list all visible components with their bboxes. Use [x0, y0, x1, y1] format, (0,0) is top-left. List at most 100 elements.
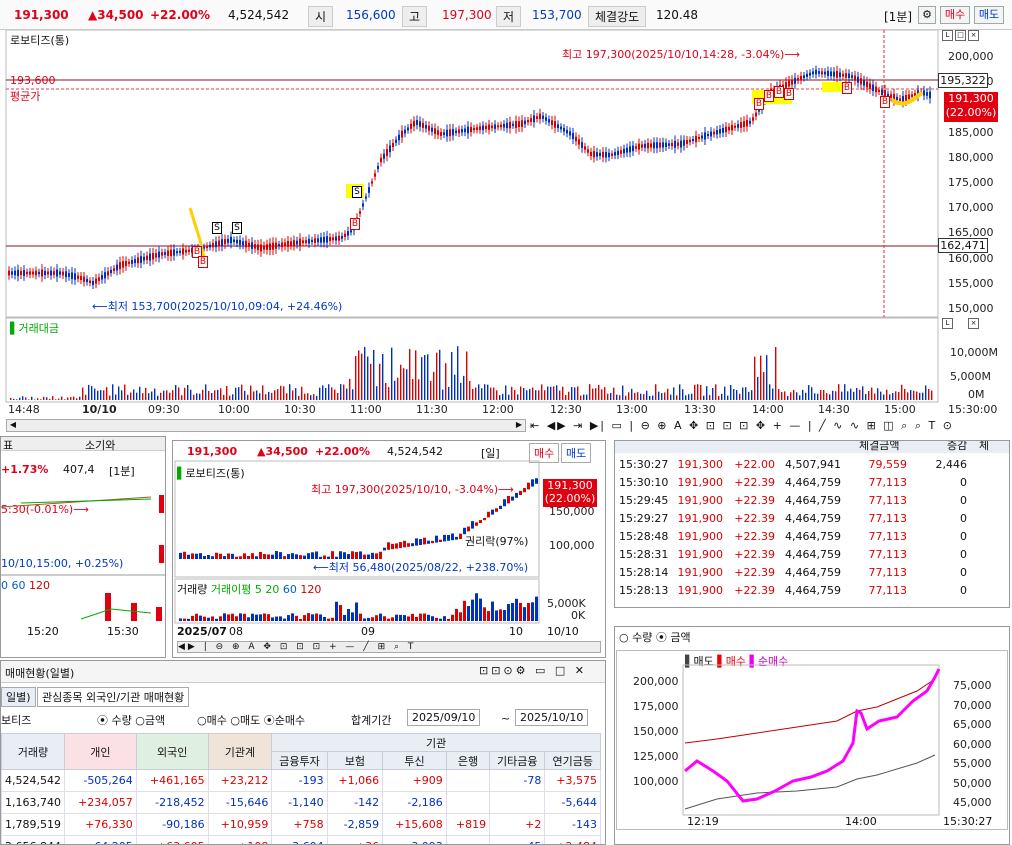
volume-bar [238, 387, 240, 400]
volume-bar [487, 384, 489, 400]
panel-ctrl-icon[interactable]: L [942, 30, 953, 41]
candle-body [209, 244, 211, 248]
daily-sell-button[interactable]: 매도 [561, 443, 592, 463]
investor-row: 1,163,740 +234,057 -218,452 -15,646 -1,140 -1… [1, 791, 601, 814]
daily-vol-bar [195, 613, 198, 621]
candle-body [215, 241, 217, 248]
vol-ctrl-icon[interactable]: L [942, 318, 953, 329]
y-tick: 155,000 [948, 276, 994, 290]
volume-bar [262, 385, 264, 400]
daily-vol-bar [479, 598, 482, 621]
flow-chart-svg [682, 664, 941, 816]
candle-body [677, 142, 679, 146]
volume-bar [343, 384, 345, 400]
main-chart-title: 로보티즈(통) [10, 34, 70, 47]
volume-bar [151, 391, 153, 400]
candle-body [749, 120, 751, 124]
volume-bar [136, 392, 138, 400]
tab-daily[interactable]: 일별) [1, 687, 36, 707]
candle-body [680, 140, 682, 148]
volume-bar [337, 392, 339, 400]
qty-amt-radio[interactable]: ⦿ 수량 ○금액 [97, 714, 166, 727]
volume-bar [580, 395, 582, 400]
daily-vol-bar [267, 614, 270, 621]
vol-close-icon[interactable]: × [968, 318, 979, 329]
panel-max-icon[interactable]: □ [955, 30, 966, 41]
daily-vol-bar [511, 603, 514, 621]
volume-bar [775, 347, 777, 400]
chart-toolbar[interactable]: ⇤ ◀▶ ⇥ ▶| ▭ | ⊖ ⊕ A ✥ ⊡ ⊡ ⊡ ✥ + — | ╱ ∿ … [530, 419, 954, 432]
tick-row: 15:28:14 191,900 +22.39 4,464,759 77,113 0 [619, 565, 967, 579]
flow-radio-group[interactable]: ○ 수량 ⦿ 금액 [619, 631, 691, 644]
volume-bar [541, 384, 543, 400]
interval-selector[interactable]: [1분] [884, 10, 913, 24]
volume-bar [283, 386, 285, 400]
daily-candle [191, 553, 194, 559]
volume-bar [613, 387, 615, 400]
flow-chart: ▌매도 ▌매수 ▌순매수 200,000 175,000 150,000 125,00… [616, 650, 1008, 830]
volume-bar [769, 384, 771, 400]
candle-body [722, 127, 724, 133]
volume-bar [91, 386, 93, 400]
volume-bar [430, 381, 432, 400]
daily-vol-bar [183, 618, 186, 621]
candle-body [173, 249, 175, 256]
volume-bar [715, 384, 717, 400]
daily-candle [255, 556, 258, 559]
trade-marker: B [754, 98, 764, 110]
x-tick: 15:30:00 [948, 403, 998, 416]
gear-icon[interactable]: ⚙ [918, 6, 936, 24]
volume-bar [115, 394, 117, 400]
volume-bar [514, 390, 516, 400]
candle-body [545, 117, 547, 121]
daily-vol-bar [219, 616, 222, 621]
daily-candle [495, 508, 498, 512]
daily-interval[interactable]: [일] [481, 447, 500, 460]
volume-bar [535, 390, 537, 400]
y-tick: 180,000 [948, 150, 994, 164]
volume-bar [898, 392, 900, 400]
daily-buy-button[interactable]: 매수 [529, 443, 560, 463]
daily-candle [227, 553, 230, 559]
low-annotation: ⟵최저 153,700(2025/10/10,09:04, +24.46%) [92, 300, 343, 313]
volume-bar [274, 390, 276, 400]
sell-button[interactable]: 매도 [974, 6, 1004, 24]
candle-body [425, 124, 427, 129]
volume-bar [178, 387, 180, 400]
window-controls[interactable]: ⊡⊡⊙⚙ ▭ □ ✕ [479, 664, 588, 677]
daily-vol-bar [375, 615, 378, 621]
daily-vol-bar [447, 618, 450, 621]
date-from-input[interactable]: 2025/09/10 [407, 709, 481, 726]
mini-hdr-2: 소기와 [85, 439, 116, 452]
candle-body [299, 238, 301, 246]
buy-button[interactable]: 매수 [940, 6, 970, 24]
chart-scrollbar[interactable]: ◀ ▶ [6, 419, 526, 432]
volume-bar [112, 384, 114, 400]
volume-bar [712, 388, 714, 400]
volume-bar [94, 388, 96, 400]
candle-body [674, 140, 676, 148]
buy-sell-radio[interactable]: ○매수 ○매도 ⦿순매수 [197, 714, 306, 727]
daily-vol-bar [227, 614, 230, 621]
tab-watchlist[interactable]: 관심종목 외국인/기관 매매현황 [37, 687, 190, 707]
panel-close-icon[interactable]: × [968, 30, 979, 41]
date-to-input[interactable]: 2025/10/10 [515, 709, 589, 726]
candle-body [563, 127, 565, 132]
daily-change: ▲34,500 [257, 445, 308, 458]
candle-body [284, 242, 286, 247]
candle-body [929, 91, 931, 99]
volume-bar [481, 388, 483, 400]
daily-price: 191,300 [187, 445, 238, 458]
candle-body [53, 271, 55, 275]
daily-vol-bar [459, 612, 462, 621]
candle-body [293, 240, 295, 246]
daily-toolbar[interactable]: ◀▶ | ⊖ ⊕ A ✥ ⊡ ⊡ ⊡ + — ╱ ⊞ ⌕ T [177, 641, 601, 653]
mini-interval[interactable]: [1분] [109, 465, 135, 478]
candle-body [641, 144, 643, 148]
candle-body [599, 152, 601, 157]
candle-body [242, 241, 244, 246]
candle-body [557, 124, 559, 129]
current-price: 191,300 [14, 8, 69, 22]
quote-header: 191,300 ▲34,500 +22.00% 4,524,542 시 156,… [0, 0, 1012, 30]
candle-body [836, 71, 838, 78]
